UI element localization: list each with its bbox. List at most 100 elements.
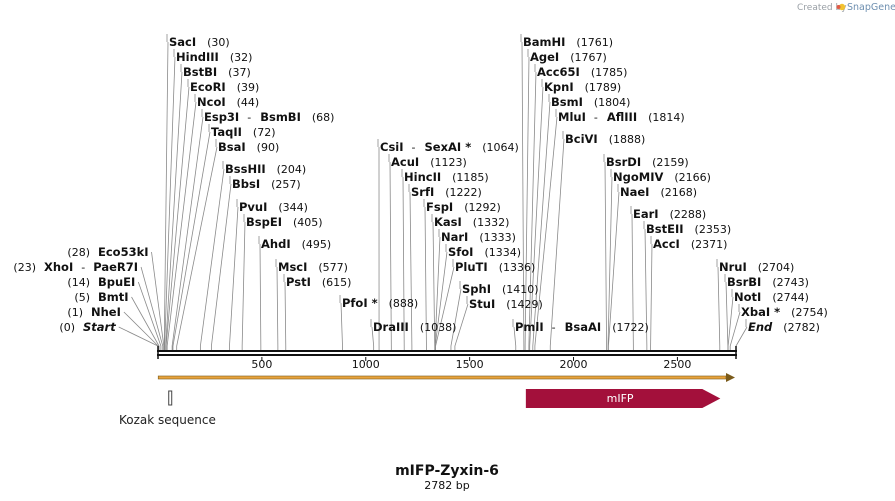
tick-label: 1500 — [456, 358, 484, 371]
site-name-2: AflIII — [607, 110, 637, 124]
site-name: MluI — [558, 110, 586, 124]
site-name-2: BsmBI — [260, 110, 301, 124]
site-leader — [631, 213, 634, 351]
dna-backbone — [157, 346, 737, 359]
site-position: (1333) — [479, 231, 516, 244]
site-position: (1334) — [484, 246, 521, 259]
tick-label: 500 — [251, 358, 272, 371]
site-name: NarI — [441, 230, 468, 244]
site-bspei: BspEI (405) — [246, 215, 323, 229]
site-eco53ki: Eco53kI (28) — [67, 245, 148, 259]
site-leader — [650, 243, 653, 351]
site-leader — [524, 56, 530, 351]
site-leader — [340, 302, 343, 351]
mifp-feature-label: mIFP — [607, 392, 634, 405]
site-position: (23) — [13, 261, 36, 274]
site-position: (90) — [257, 141, 280, 154]
site-leader — [164, 56, 176, 351]
site-name: EcoRI — [190, 80, 226, 94]
map-title: mIFP-Zyxin-6 — [395, 463, 499, 479]
site-bsshii: BssHII (204) — [225, 162, 306, 176]
site-acui: AcuI (1123) — [391, 155, 467, 169]
site-pvui: PvuI (344) — [239, 200, 308, 214]
site-nrui: NruI (2704) — [719, 260, 794, 274]
site-name: BsrDI — [606, 155, 641, 169]
site-name: AcuI — [391, 155, 419, 169]
site-position: (1722) — [612, 321, 649, 334]
site-leader — [513, 326, 517, 351]
site-name: NheI — [91, 305, 121, 319]
site-leader — [284, 281, 287, 351]
site-position: (32) — [230, 51, 253, 64]
site-leader — [163, 41, 169, 351]
site-nhei: NheI (1) — [67, 305, 120, 319]
site-leader — [166, 101, 197, 351]
site-position: (2353) — [695, 223, 732, 236]
site-position: (888) — [389, 297, 419, 310]
site-position: (2168) — [660, 186, 697, 199]
site-bsrbi: BsrBI (2743) — [727, 275, 809, 289]
site-separator: - — [247, 111, 251, 124]
site-name: EarI — [633, 207, 659, 221]
site-leader — [717, 266, 721, 351]
site-leader — [259, 243, 262, 351]
site-leader — [229, 206, 239, 351]
site-name: AccI — [653, 237, 680, 251]
site-bsrdi: BsrDI (2159) — [606, 155, 689, 169]
site-leader — [199, 168, 225, 351]
site-mlui-afliii: MluI - AflIII (1814) — [558, 110, 685, 124]
site-ngomiv: NgoMIV (2166) — [613, 170, 711, 184]
site-leader — [644, 228, 648, 351]
site-bsteii: BstEII (2353) — [646, 222, 731, 236]
site-start: Start (0) — [59, 320, 116, 334]
map-length: 2782 bp — [424, 479, 469, 492]
site-srfi: SrfI (1222) — [411, 185, 482, 199]
site-separator: - — [412, 141, 416, 154]
site-position: (1038) — [420, 321, 457, 334]
site-name: KpnI — [544, 80, 574, 94]
site-leader — [604, 161, 607, 351]
site-position: (2744) — [772, 291, 809, 304]
site-kasi: KasI (1332) — [434, 215, 509, 229]
site-name: SphI — [462, 282, 491, 296]
site-position: (72) — [253, 126, 276, 139]
site-leader — [389, 161, 392, 351]
site-leader — [165, 86, 190, 351]
site-name: PstI — [286, 275, 311, 289]
site-leader — [725, 281, 729, 351]
site-position: (204) — [277, 163, 307, 176]
site-leader — [450, 288, 462, 351]
site-leader — [454, 303, 469, 351]
site-acci: AccI (2371) — [653, 237, 727, 251]
site-position: (5) — [74, 291, 90, 304]
site-name: HincII — [404, 170, 441, 184]
site-leader — [172, 131, 211, 351]
site-sfoi: SfoI (1334) — [448, 245, 521, 259]
site-leader — [607, 176, 613, 351]
site-position: (30) — [207, 36, 230, 49]
site-hincii: HincII (1185) — [404, 170, 489, 184]
site-labels: SacI (30)HindIII (32)BstBI (37)EcoRI (39)Nco… — [13, 35, 827, 334]
site-name: BamHI — [523, 35, 565, 49]
site-position: (44) — [237, 96, 260, 109]
site-position: (1789) — [585, 81, 622, 94]
site-bbsi: BbsI (257) — [232, 177, 301, 191]
site-bamhi: BamHI (1761) — [523, 35, 613, 49]
tick-label: 1000 — [352, 358, 380, 371]
site-bpuei: BpuEI (14) — [67, 275, 135, 289]
site-name: NruI — [719, 260, 747, 274]
site-name: BbsI — [232, 177, 260, 191]
site-pmli-bsaai: PmlI - BsaAI (1722) — [515, 320, 649, 334]
site-name: TaqII — [211, 125, 242, 139]
site-name: BsrBI — [727, 275, 761, 289]
site-position: (1332) — [473, 216, 510, 229]
site-name: StuI — [469, 297, 495, 311]
site-name: KasI — [434, 215, 462, 229]
site-name: BstEII — [646, 222, 684, 236]
site-name: NcoI — [197, 95, 226, 109]
site-name: NgoMIV — [613, 170, 663, 184]
site-name: PfoI * — [342, 296, 378, 310]
site-position: (1429) — [506, 298, 543, 311]
site-name: BciVI — [565, 132, 598, 146]
